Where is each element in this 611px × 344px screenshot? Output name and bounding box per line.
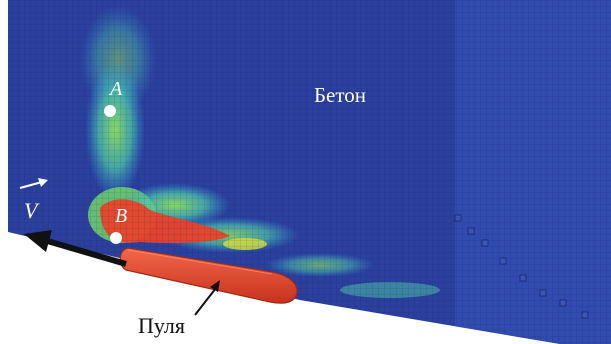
point-a-marker xyxy=(104,105,116,117)
point-b-label: B xyxy=(115,205,127,227)
point-a-label: A xyxy=(108,78,123,100)
point-b-marker xyxy=(110,232,122,244)
bullet-pointer-arrow-icon xyxy=(194,280,220,316)
velocity-arrow-icon xyxy=(19,178,48,189)
material-label: Бетон xyxy=(314,83,366,107)
bullet-label: Пуля xyxy=(138,313,185,338)
velocity-label: V xyxy=(24,198,40,223)
motion-direction-arrow-icon xyxy=(24,230,127,267)
